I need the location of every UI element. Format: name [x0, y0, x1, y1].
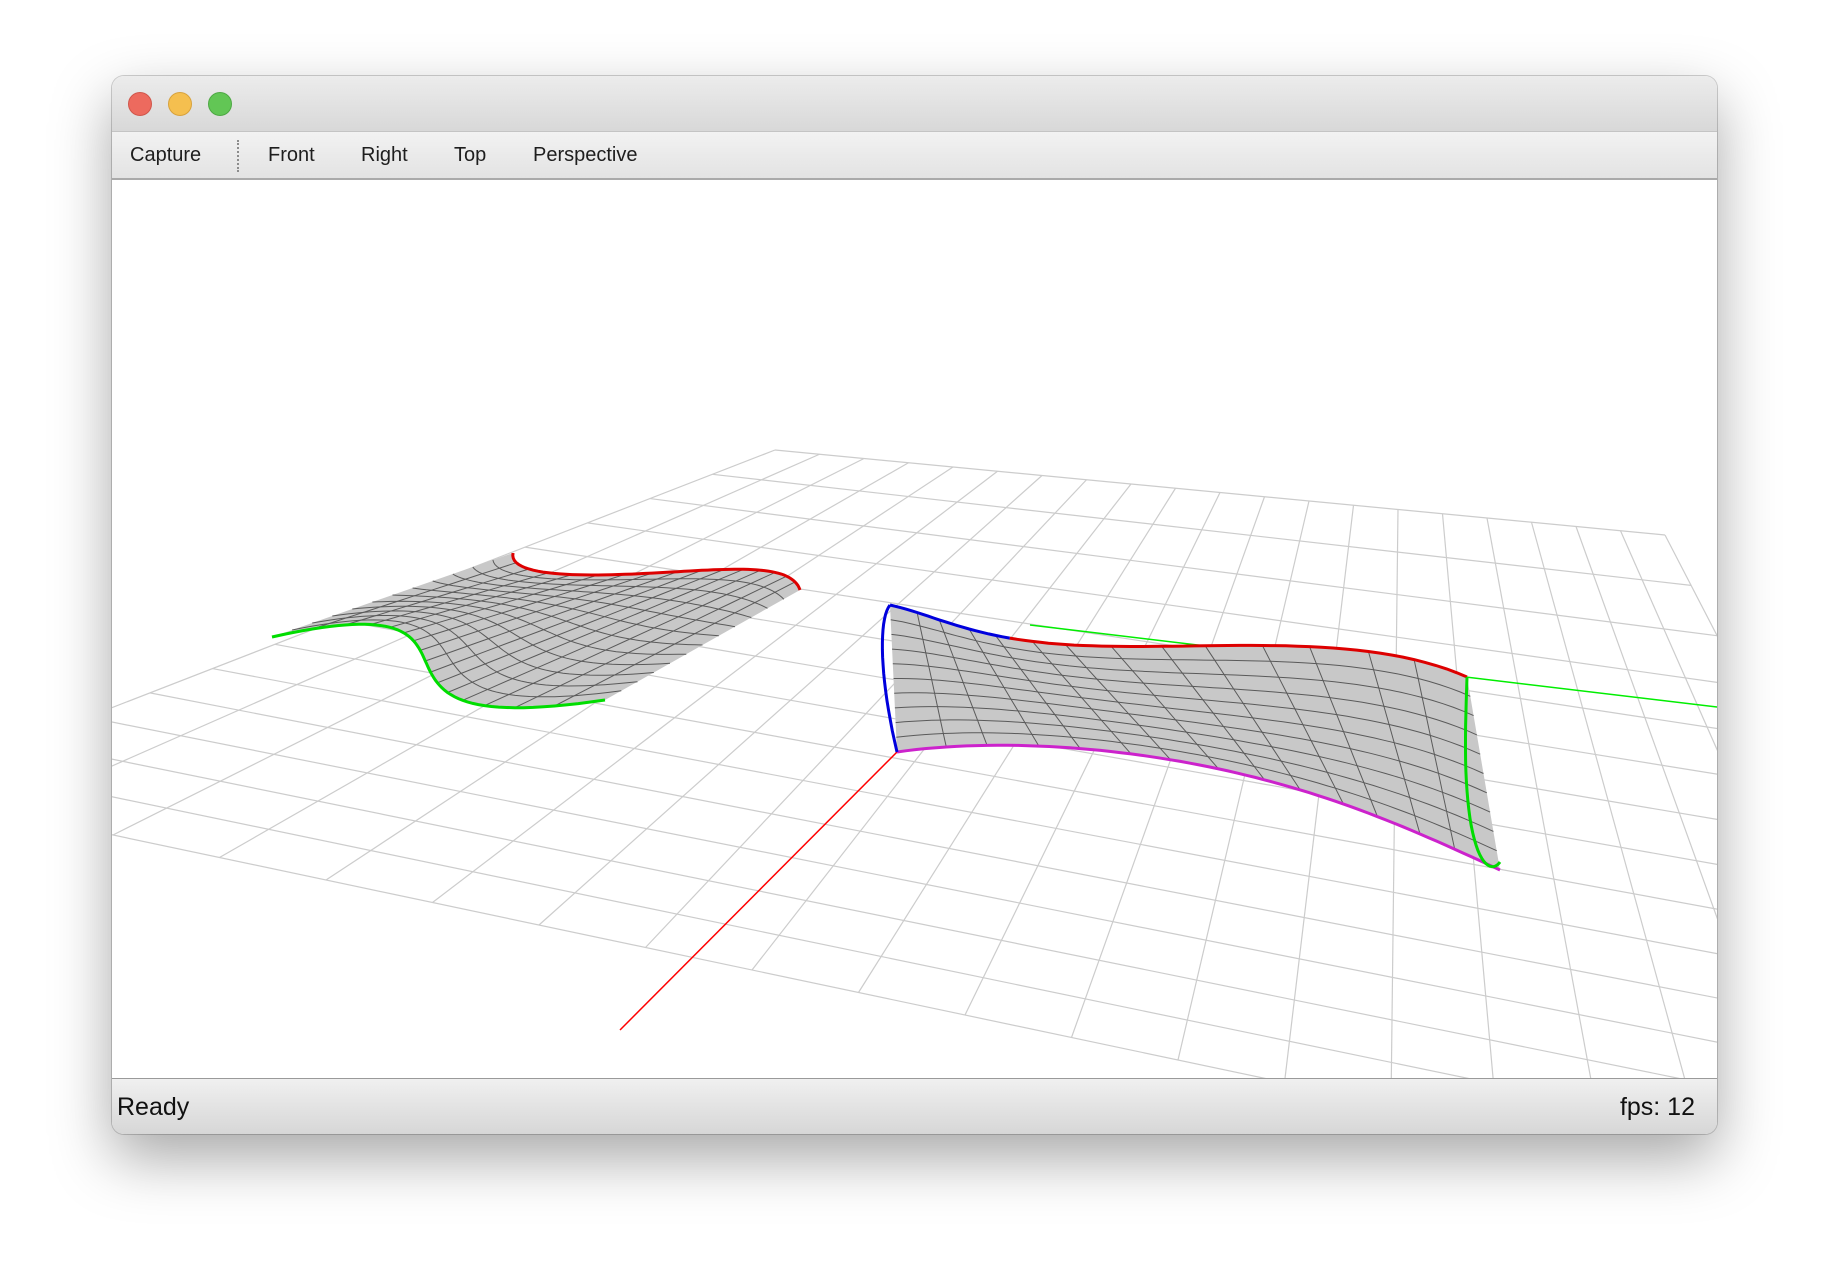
surface-2-mesh-line: [1065, 644, 1171, 761]
surface-2-edge-magenta: [896, 743, 1501, 872]
scene-canvas: [112, 449, 1717, 1078]
toolbar-separator: [237, 140, 239, 172]
zoom-button[interactable]: [208, 92, 232, 116]
surface-2-fill: [890, 605, 1500, 870]
grid-line: [587, 522, 1717, 683]
right-view-button[interactable]: Right: [361, 144, 408, 166]
title-bar: [112, 76, 1717, 132]
grid-line: [112, 721, 1717, 1043]
surface-2-edge-green: [1464, 676, 1502, 869]
surface-1-mesh-line: [389, 574, 573, 628]
surface-1-mesh-line: [312, 562, 517, 630]
grid-line: [112, 758, 1681, 1078]
surface-1-mesh-line: [370, 572, 549, 625]
surface-2-mesh-line: [1032, 641, 1132, 755]
surface-1-mesh-line: [447, 568, 744, 693]
status-message: Ready: [117, 1093, 190, 1121]
grid-line: [112, 796, 1470, 1078]
surface-2-mesh-line: [1110, 645, 1219, 770]
surface-1-mesh-line: [484, 571, 776, 707]
x-axis-line: [619, 751, 898, 1031]
grid-line: [212, 667, 1717, 955]
grid-line: [1619, 530, 1717, 751]
surface-2-mesh-line: [1161, 645, 1265, 781]
minimize-button[interactable]: [168, 92, 192, 116]
grid-line: [1530, 522, 1686, 1078]
surface-1-mesh-line: [420, 572, 653, 651]
surface-1-mesh-line: [425, 571, 678, 662]
capture-button[interactable]: Capture: [130, 144, 202, 166]
grid-line: [649, 497, 1717, 637]
surface-2-mesh-line: [1261, 645, 1344, 805]
surface-2-mesh-line: [1413, 659, 1456, 850]
surface-1-mesh-line: [554, 581, 796, 707]
app-window: Capture Front Right Top Perspective Read…: [112, 76, 1717, 1134]
surface-1-edge-red: [511, 552, 802, 591]
surface-1-edge-green: [271, 622, 606, 710]
surface-1-mesh-line: [462, 569, 761, 701]
fps-counter: fps: 12: [1619, 1093, 1695, 1121]
close-button[interactable]: [128, 92, 152, 116]
top-view-button[interactable]: Top: [454, 144, 487, 166]
grid-line: [112, 834, 1267, 1078]
status-bar: Ready fps: 12: [112, 1078, 1717, 1134]
surface-1-mesh-line: [403, 574, 599, 634]
perspective-view-button[interactable]: Perspective: [533, 144, 638, 166]
surface-1-mesh-line: [437, 569, 725, 684]
grid-line: [1486, 517, 1592, 1078]
grid-line: [774, 449, 1666, 536]
surface-2-mesh-line: [1367, 651, 1421, 835]
surface-1-mesh-line: [413, 573, 626, 642]
surface-2-mesh-line: [995, 635, 1081, 749]
surface-2-edge-blue: [889, 603, 1010, 640]
surface-2-mesh-line: [916, 612, 947, 748]
grid-line: [149, 692, 1717, 999]
surface-1-mesh-line: [344, 568, 530, 626]
surface-2-mesh-line: [938, 619, 988, 746]
toolbar: Capture Front Right Top Perspective: [112, 132, 1717, 180]
grid-line: [712, 473, 1692, 586]
surface-2-edge-blue-left: [880, 604, 899, 753]
surface-2-mesh-line: [1204, 645, 1301, 791]
surface-2-mesh-line: [968, 628, 1040, 747]
surface-1-mesh-line: [430, 569, 703, 673]
front-view-button[interactable]: Front: [268, 144, 315, 166]
surface-2-edge-red: [1009, 636, 1468, 679]
surface-1-mesh-line: [514, 575, 787, 709]
grid-line: [1575, 526, 1717, 920]
surface-2-mesh-line: [1309, 646, 1378, 817]
3d-viewport[interactable]: [112, 180, 1717, 1078]
